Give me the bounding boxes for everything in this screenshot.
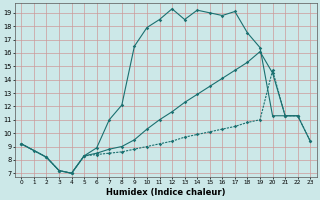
X-axis label: Humidex (Indice chaleur): Humidex (Indice chaleur) (106, 188, 226, 197)
